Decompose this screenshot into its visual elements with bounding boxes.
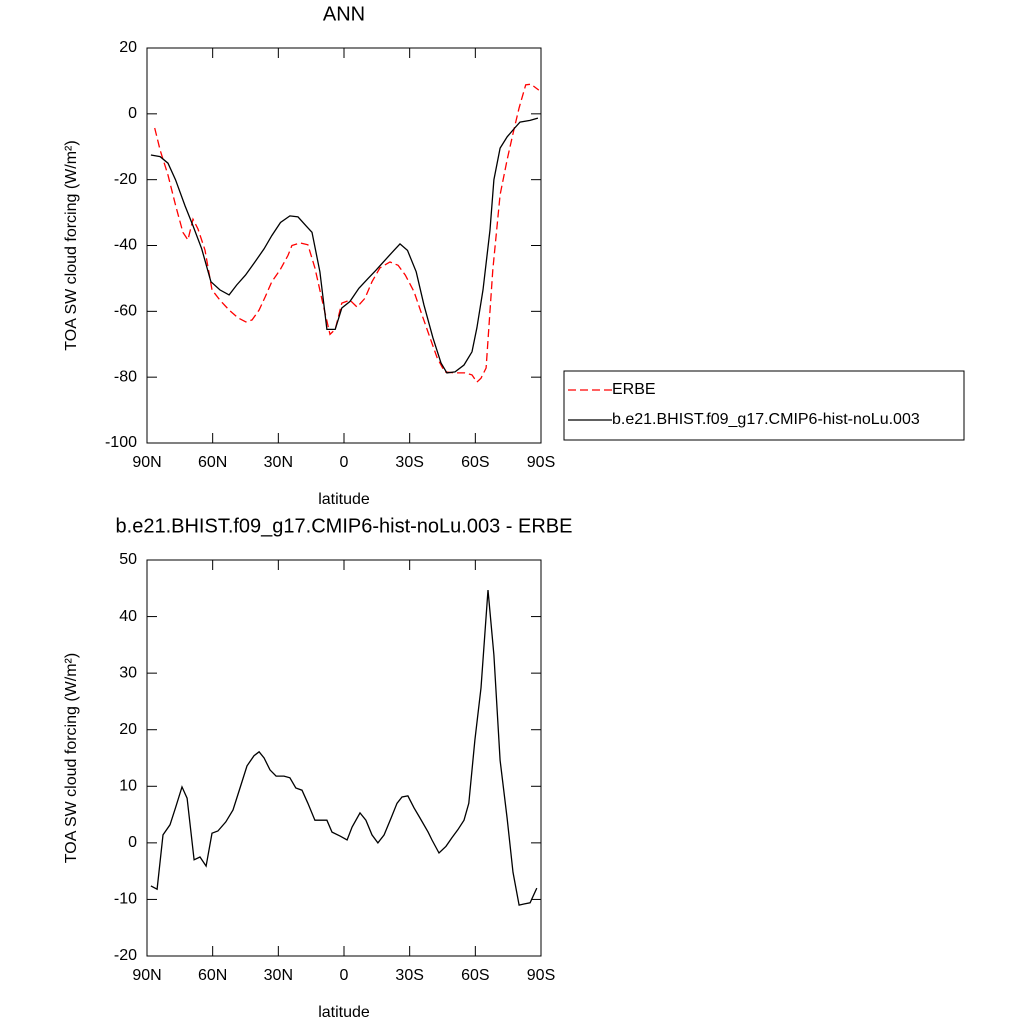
chart-title: ANN [323, 3, 365, 25]
series-line [150, 589, 538, 906]
y-tick-label: -40 [114, 237, 137, 254]
y-tick-label: -100 [105, 434, 137, 451]
x-tick-label: 60S [461, 454, 489, 471]
y-tick-label: 30 [119, 664, 137, 681]
y-tick-label: -20 [114, 947, 137, 964]
y-tick-label: 0 [128, 105, 137, 122]
x-tick-label: 30S [395, 454, 423, 471]
x-tick-label: 30S [395, 967, 423, 984]
x-tick-label: 30N [264, 967, 293, 984]
series-line [150, 117, 539, 374]
legend-label: b.e21.BHIST.f09_g17.CMIP6-hist-noLu.003 [612, 411, 920, 428]
y-tick-label: 20 [119, 39, 137, 56]
x-tick-label: 60N [198, 967, 227, 984]
y-axis-title: TOA SW cloud forcing (W/m²) [63, 140, 80, 350]
legend-label: ERBE [612, 381, 656, 398]
x-tick-label: 30N [264, 454, 293, 471]
x-tick-label: 0 [340, 967, 349, 984]
y-tick-label: -80 [114, 368, 137, 385]
legend-box [563, 370, 965, 441]
plot-frame [146, 47, 542, 444]
x-axis-title: latitude [318, 1004, 370, 1021]
y-axis-title: TOA SW cloud forcing (W/m²) [63, 653, 80, 863]
series-line [154, 83, 540, 384]
x-tick-label: 90S [527, 967, 555, 984]
y-tick-label: 50 [119, 551, 137, 568]
x-tick-label: 90N [132, 454, 161, 471]
x-axis-title: latitude [318, 491, 370, 508]
x-tick-label: 60N [198, 454, 227, 471]
y-tick-label: 20 [119, 721, 137, 738]
y-tick-label: -20 [114, 171, 137, 188]
y-tick-label: -60 [114, 303, 137, 320]
y-tick-label: 40 [119, 608, 137, 625]
y-tick-label: 10 [119, 778, 137, 795]
x-tick-label: 90N [132, 967, 161, 984]
y-tick-label: 0 [128, 834, 137, 851]
plot-frame [146, 559, 542, 957]
chart-title: b.e21.BHIST.f09_g17.CMIP6-hist-noLu.003 … [116, 515, 573, 537]
y-tick-label: -10 [114, 891, 137, 908]
x-tick-label: 0 [340, 454, 349, 471]
x-tick-label: 60S [461, 967, 489, 984]
x-tick-label: 90S [527, 454, 555, 471]
